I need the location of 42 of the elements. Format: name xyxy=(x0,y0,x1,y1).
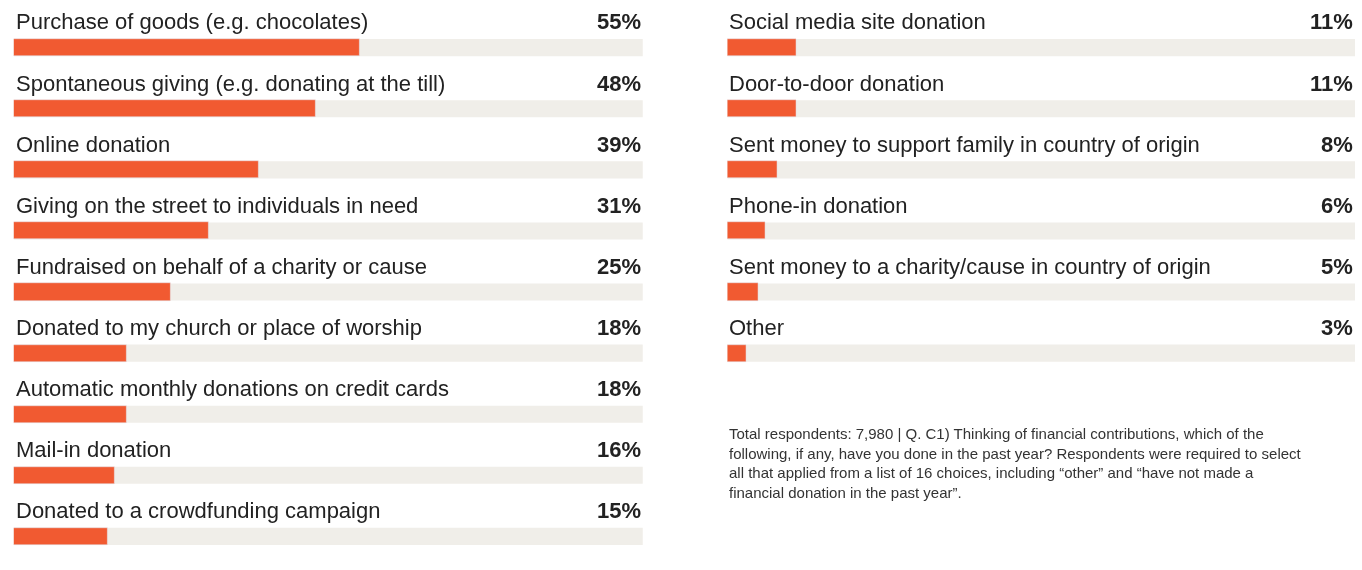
bar xyxy=(727,160,778,178)
category-label: Sent money to support family in country of origin xyxy=(729,132,1200,157)
category-label: Purchase of goods (e.g. chocolates) xyxy=(16,9,369,34)
data-label: 11% xyxy=(1310,9,1353,34)
bar xyxy=(727,99,797,117)
category-label: Donated to my church or place of worship xyxy=(16,315,422,340)
data-label: 15% xyxy=(597,498,642,523)
category-label: Donated to a crowdfunding campaign xyxy=(16,498,381,523)
category-label: Social media site donation xyxy=(729,9,986,34)
category-label: Sent money to a charity/cause in country of origin xyxy=(729,254,1211,279)
text: Total respondents: 7,980 | Q. C1) Thinking of financial contributions, which of the following, if any, have you done in the past year? Respondents were required to select all that applied from a list of 16 choices, including “other” and “have not made a financial donation in the past year”. xyxy=(729,425,1302,501)
category-label: Mail-in donation xyxy=(16,437,172,462)
category-label: Door-to-door donation xyxy=(729,71,945,96)
data-label: 5% xyxy=(1321,254,1353,279)
bar xyxy=(13,527,108,545)
category-label: Spontaneous giving (e.g. donating at the till) xyxy=(16,71,446,96)
category-label: Giving on the street to individuals in need xyxy=(16,193,419,218)
data-label: 18% xyxy=(597,376,642,401)
bar xyxy=(13,405,127,423)
category-label: Phone-in donation xyxy=(729,193,908,218)
bar xyxy=(727,344,747,362)
bar xyxy=(13,466,115,484)
data-label: 3% xyxy=(1321,315,1353,340)
category-label: Other xyxy=(729,315,785,340)
data-label: 25% xyxy=(597,254,642,279)
bar xyxy=(727,221,766,239)
bar xyxy=(727,282,759,301)
data-label: 16% xyxy=(597,437,642,462)
bar xyxy=(727,38,797,56)
data-label: 48% xyxy=(597,71,642,96)
data-label: 8% xyxy=(1321,132,1353,157)
bar xyxy=(13,221,209,239)
data-label: 39% xyxy=(597,132,642,157)
data-label: 55% xyxy=(597,9,642,34)
data-label: 18% xyxy=(597,315,642,340)
data-label: 11% xyxy=(1310,71,1353,96)
data-label: 31% xyxy=(597,193,642,218)
category-label: Fundraised on behalf of a charity or cause xyxy=(16,254,427,279)
data-label: 6% xyxy=(1321,193,1353,218)
category-label: Automatic monthly donations on credit cards xyxy=(16,376,449,401)
bar xyxy=(13,344,127,362)
category-label: Online donation xyxy=(16,132,171,157)
